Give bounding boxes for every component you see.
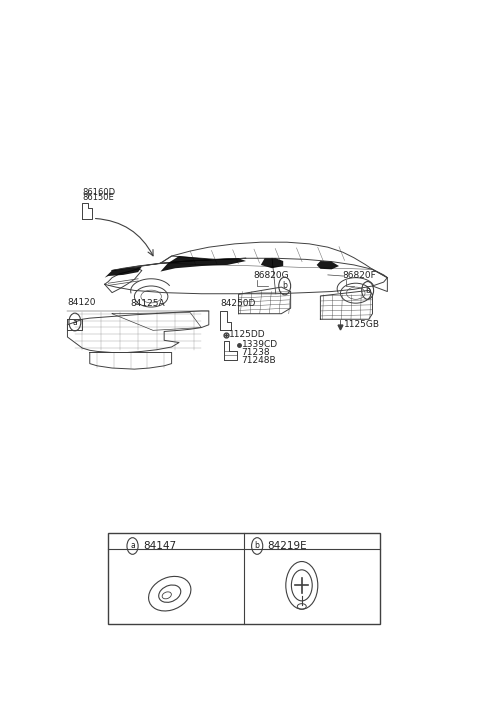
Text: 86160D: 86160D	[83, 188, 116, 197]
Text: 71238: 71238	[241, 348, 270, 357]
Text: 84219E: 84219E	[267, 541, 307, 551]
Text: b: b	[365, 286, 370, 295]
Text: 86820G: 86820G	[253, 271, 289, 280]
Polygon shape	[105, 266, 142, 278]
Text: b: b	[255, 541, 260, 551]
Polygon shape	[317, 261, 339, 269]
Text: 71248B: 71248B	[241, 356, 276, 365]
Text: 84250D: 84250D	[220, 300, 255, 308]
Text: a: a	[130, 541, 135, 551]
Text: 1125DD: 1125DD	[229, 330, 266, 339]
Text: 86820F: 86820F	[343, 271, 376, 280]
Text: 84125A: 84125A	[131, 300, 165, 308]
Text: 84120: 84120	[67, 298, 96, 307]
Polygon shape	[261, 258, 283, 269]
Polygon shape	[160, 256, 246, 271]
Text: 1339CD: 1339CD	[241, 341, 277, 349]
Text: 84147: 84147	[144, 541, 177, 551]
Text: 1125GB: 1125GB	[344, 320, 380, 329]
Text: a: a	[72, 318, 77, 326]
Text: 86150E: 86150E	[83, 193, 114, 202]
Text: b: b	[282, 282, 287, 290]
